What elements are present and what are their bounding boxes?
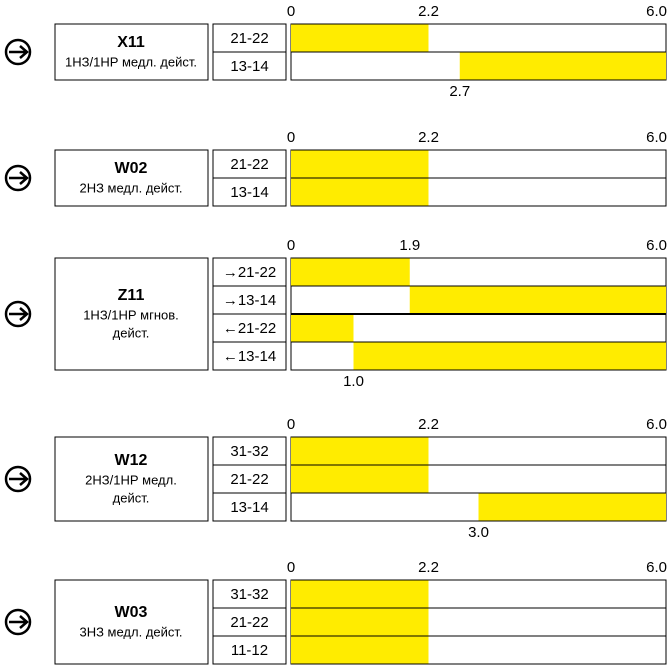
contact-bar (291, 258, 410, 286)
marker-label: 3.0 (468, 524, 489, 541)
contact-description: 1НЗ/1НР медл. дейст. (65, 54, 197, 69)
code-box (54, 436, 209, 522)
row-label: 11-12 (231, 642, 268, 659)
scale-tick-label: 0 (287, 559, 295, 576)
row-label: →13-14 (223, 292, 276, 309)
contact-bar (291, 24, 429, 52)
scale-tick-label: 2.2 (418, 559, 439, 576)
contact-description: 1НЗ/1НР мгнов. (83, 307, 179, 322)
marker-label: 1.0 (343, 373, 364, 390)
contact-code: Z11 (118, 287, 145, 304)
row-label-box (212, 607, 287, 637)
scale-tick-label: 0 (287, 3, 295, 20)
row-label: 21-22 (230, 614, 268, 631)
contact-description: 2НЗ медл. дейст. (79, 180, 182, 195)
contact-bar (291, 314, 354, 342)
row-label-box (212, 635, 287, 665)
code-box (54, 257, 209, 371)
row-label-box (212, 177, 287, 207)
row-label: 13-14 (230, 58, 268, 75)
code-box (54, 579, 209, 665)
contact-bar (353, 342, 666, 370)
row-label: 31-32 (230, 443, 268, 460)
contact-code: W02 (115, 160, 148, 177)
contact-bar (291, 608, 429, 636)
contact-bar (291, 465, 429, 493)
row-label: 21-22 (230, 156, 268, 173)
contact-code: W03 (115, 604, 148, 621)
row-label-box (212, 149, 287, 179)
contact-bar (291, 178, 429, 206)
arrow-icon (9, 472, 29, 486)
row-label: 13-14 (230, 184, 268, 201)
row-label-box (212, 313, 287, 343)
scale-tick-label: 6.0 (646, 416, 667, 433)
scale-tick-label: 0 (287, 237, 295, 254)
row-label: 31-32 (230, 586, 268, 603)
arrow-icon (9, 615, 29, 629)
contact-bar (291, 437, 429, 465)
scale-tick-label: 6.0 (646, 237, 667, 254)
arrow-icon (9, 171, 29, 185)
contact-description: 3НЗ медл. дейст. (79, 624, 182, 639)
arrow-icon (9, 45, 29, 59)
arrow-icon (4, 300, 32, 328)
row-label: 21-22 (230, 30, 268, 47)
arrow-icon (4, 465, 32, 493)
scale-tick-label: 6.0 (646, 129, 667, 146)
contact-bar (459, 52, 666, 80)
row-label-box (212, 464, 287, 494)
row-label: 21-22 (230, 471, 268, 488)
row-label-box (212, 436, 287, 466)
contact-bar (291, 150, 429, 178)
scale-tick-label: 1.9 (399, 237, 420, 254)
row-label: ←21-22 (223, 320, 276, 337)
code-box (54, 149, 209, 207)
arrow-icon (9, 307, 29, 321)
scale-tick-label: 0 (287, 416, 295, 433)
row-label-box (212, 51, 287, 81)
contact-description: дейст. (113, 490, 150, 505)
row-label-box (212, 285, 287, 315)
contact-description: 2НЗ/1НР медл. (85, 472, 177, 487)
scale-tick-label: 2.2 (418, 416, 439, 433)
row-label: ←13-14 (223, 348, 276, 365)
row-label-box (212, 579, 287, 609)
scale-tick-label: 2.2 (418, 129, 439, 146)
row-label: 13-14 (230, 499, 268, 516)
contact-bar (409, 286, 666, 314)
row-label: →21-22 (223, 264, 276, 281)
contact-bar (478, 493, 666, 521)
row-label-box (212, 341, 287, 371)
contact-code: X11 (117, 34, 145, 51)
marker-label: 2.7 (449, 83, 470, 100)
contact-description: дейст. (113, 325, 150, 340)
contact-bar (291, 580, 429, 608)
contact-code: W12 (115, 452, 148, 469)
arrow-icon (4, 608, 32, 636)
scale-tick-label: 6.0 (646, 3, 667, 20)
scale-tick-label: 0 (287, 129, 295, 146)
scale-tick-label: 2.2 (418, 3, 439, 20)
row-label-box (212, 257, 287, 287)
contact-bar (291, 636, 429, 664)
arrow-icon (4, 38, 32, 66)
row-label-box (212, 492, 287, 522)
code-box (54, 23, 209, 81)
scale-tick-label: 6.0 (646, 559, 667, 576)
arrow-icon (4, 164, 32, 192)
